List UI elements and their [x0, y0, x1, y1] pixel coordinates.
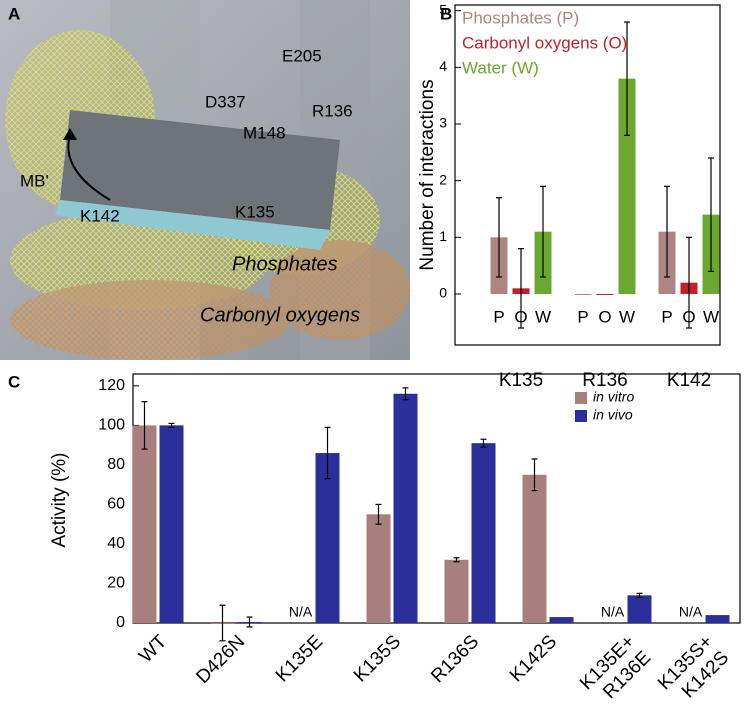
x-tick-label: K142S: [506, 631, 561, 686]
residue-label: R136: [312, 101, 353, 120]
plot-frame: [454, 4, 721, 346]
bar: [618, 78, 636, 295]
bar-label: P: [493, 307, 504, 326]
error-bar: [168, 422, 175, 428]
y-tick-label: 0: [116, 614, 125, 631]
bar: [315, 453, 340, 623]
error-bar: [141, 401, 148, 450]
y-tick-label: 4: [439, 58, 447, 74]
error-bar: [540, 185, 546, 278]
error-bar: [219, 604, 226, 642]
y-axis-label: Activity (%): [49, 453, 70, 548]
residue-label: K142: [80, 206, 120, 225]
region-label: Phosphates: [232, 253, 338, 275]
bar: [159, 425, 184, 623]
error-bar: [531, 458, 538, 492]
helix-mb: [60, 110, 340, 230]
x-tick-label: K135: [499, 370, 543, 391]
panel-label: B: [440, 4, 452, 23]
y-tick-label: 60: [107, 496, 125, 513]
x-tick-label: K135E: [272, 631, 327, 686]
bar: [444, 559, 469, 623]
bar-label: P: [577, 307, 588, 326]
error-bar: [453, 557, 460, 563]
error-bar: [686, 236, 692, 329]
y-tick-label: 100: [98, 417, 125, 434]
error-bar: [708, 157, 714, 272]
bar: [393, 393, 418, 623]
bar-label: O: [598, 307, 611, 326]
bar: [627, 595, 652, 623]
mesh: [10, 280, 290, 360]
y-tick-label: 2: [439, 171, 447, 187]
x-tick-label: R136S: [427, 631, 483, 687]
error-bar: [636, 592, 643, 598]
bar: [574, 294, 592, 295]
x-tick-label: D426N: [192, 631, 249, 688]
x-tick-label: K135S: [350, 631, 405, 686]
residue-label: E205: [282, 46, 322, 65]
panel-a: A: [0, 0, 410, 360]
residue-label: D337: [205, 92, 246, 111]
error-bar: [664, 185, 670, 278]
value-label: N/A: [679, 604, 703, 620]
bar-label: P: [661, 307, 672, 326]
mesh: [270, 240, 410, 340]
region-label: Carbonyl oxygens: [200, 304, 360, 326]
residue-label: MB': [20, 171, 49, 190]
x-tick-label: K142: [667, 370, 711, 391]
legend-label: in vivo: [593, 407, 633, 423]
bar: [596, 294, 614, 295]
plot-frame: [132, 373, 741, 624]
error-bar: [246, 616, 253, 628]
helix-cyan: [55, 200, 330, 250]
value-label: N/A: [289, 604, 313, 620]
legend-label: Carbonyl oxygens (O): [462, 33, 627, 52]
legend-label: in vitro: [593, 389, 634, 405]
bar: [132, 425, 157, 623]
legend-swatch: [575, 392, 587, 404]
x-tick-label: WT: [135, 631, 171, 667]
error-bar: [375, 503, 382, 525]
y-tick-label: 80: [107, 456, 125, 473]
error-bar: [518, 248, 524, 329]
error-bar: [402, 387, 409, 401]
residue-label: K135: [235, 202, 275, 221]
error-bar: [496, 197, 502, 278]
bar: [549, 617, 574, 623]
bar-label: W: [619, 307, 635, 326]
y-tick-label: 40: [107, 535, 125, 552]
panel-label: C: [8, 372, 20, 391]
y-tick-label: 20: [107, 575, 125, 592]
y-tick-label: 0: [439, 285, 447, 301]
error-bar: [324, 426, 331, 480]
error-bar: [624, 21, 630, 136]
bar: [471, 443, 496, 623]
y-tick-label: 1: [439, 228, 447, 244]
bar: [366, 514, 391, 623]
y-axis-label: Number of interactions: [417, 79, 438, 270]
y-tick-label: 3: [439, 115, 447, 131]
residue-label: M148: [243, 123, 286, 142]
error-bar: [480, 438, 487, 448]
legend-label: Phosphates (P): [462, 8, 579, 27]
bar-label: W: [535, 307, 551, 326]
y-tick-label: 5: [439, 1, 447, 17]
arrow: [67, 134, 111, 201]
bar-label: W: [703, 307, 719, 326]
x-tick-label: R136: [582, 370, 627, 391]
bar: [705, 615, 730, 623]
arrowhead: [63, 128, 77, 140]
legend-label: Water (W): [462, 58, 539, 77]
legend-swatch: [575, 410, 587, 422]
panel-label: A: [8, 4, 20, 23]
bar: [522, 474, 547, 623]
y-tick-label: 120: [98, 377, 125, 394]
value-label: N/A: [601, 604, 625, 620]
